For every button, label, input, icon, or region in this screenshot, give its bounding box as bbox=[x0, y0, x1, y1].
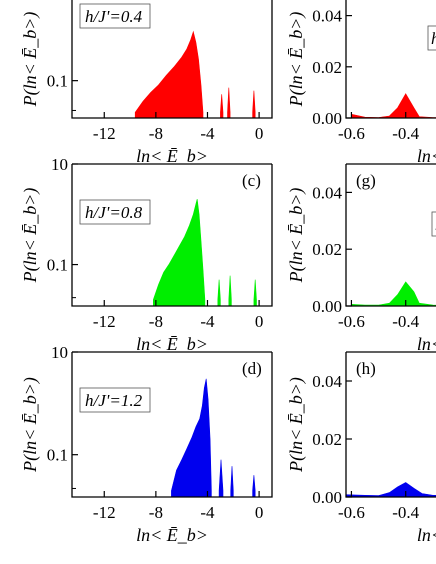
distribution-area-2 bbox=[220, 94, 224, 118]
annotation-box bbox=[79, 3, 151, 29]
data-layer bbox=[346, 482, 436, 497]
annotation-box bbox=[79, 199, 151, 225]
axes-frame bbox=[71, 352, 273, 498]
annotation-box bbox=[427, 25, 436, 51]
panel-1: -12 -8 -4 0 0.1 h/J'=0.4 ln< Ē_b> P(ln< Ē_b>) bbox=[20, 0, 273, 166]
data-layer bbox=[134, 30, 256, 118]
panel-6: -0.6 -0.4 0.04 0.02 0.00 (h) ln< P(ln< Ē_b>) bbox=[286, 351, 436, 545]
x-tick-label: -8 bbox=[149, 124, 163, 143]
panel-label: (d) bbox=[242, 359, 262, 378]
y-tick-label: 10 bbox=[51, 343, 68, 362]
y-axis-title: P(ln< Ē_b>) bbox=[286, 377, 307, 473]
data-layer bbox=[351, 281, 436, 306]
distribution-area-1 bbox=[171, 378, 212, 497]
annotation-text: h/J'=1.2 bbox=[85, 391, 143, 410]
y-tick-label: 0.04 bbox=[312, 7, 342, 26]
y-tick-label: 0.00 bbox=[312, 488, 342, 507]
distribution-area-1 bbox=[351, 281, 436, 306]
annotation-text: h bbox=[431, 29, 436, 48]
x-axis-title: ln< Ē_b> bbox=[136, 525, 208, 545]
x-axis-title: ln< bbox=[417, 146, 436, 166]
y-tick-label: 0.04 bbox=[312, 372, 342, 391]
y-tick-label: 0.1 bbox=[47, 256, 68, 275]
y-tick-label: 0.02 bbox=[312, 430, 342, 449]
x-tick-label: 0 bbox=[255, 312, 264, 331]
distribution-area-3 bbox=[230, 466, 234, 497]
data-layer bbox=[351, 93, 436, 118]
axes-frame bbox=[345, 0, 436, 119]
axes-frame bbox=[71, 0, 273, 119]
y-tick-label: 0.02 bbox=[312, 58, 342, 77]
y-tick-label: 0.00 bbox=[312, 109, 342, 128]
y-tick-label: 0.04 bbox=[312, 183, 342, 202]
axes-frame bbox=[71, 164, 273, 307]
panel-5: -0.6-0.40.040.020.00(g)hln<P(ln< Ē_b>) bbox=[286, 163, 436, 354]
panel-4: -0.6 -0.4 0.04 0.02 0.00 h ln< P(ln< Ē_b>) bbox=[286, 0, 436, 166]
x-tick-label: -0.6 bbox=[338, 312, 365, 331]
x-tick-label: 0 bbox=[255, 503, 264, 522]
x-tick-label: -12 bbox=[93, 503, 116, 522]
distribution-area-3 bbox=[228, 275, 232, 306]
y-axis-title: P(ln< Ē_b>) bbox=[20, 188, 41, 284]
distribution-area-4 bbox=[253, 279, 257, 306]
x-tick-label: -0.4 bbox=[392, 124, 419, 143]
y-tick-label: 0.00 bbox=[312, 297, 342, 316]
panel-label: (h) bbox=[356, 359, 376, 378]
panel-label: (g) bbox=[356, 171, 376, 190]
x-axis-title: ln< bbox=[417, 525, 436, 545]
x-tick-label: -12 bbox=[93, 124, 116, 143]
panel-3: -12 -8 -4 0 10 0.1 (d) h/J'=1.2 ln< Ē_b> P(ln< Ē_… bbox=[20, 343, 273, 545]
x-tick-label: -8 bbox=[149, 312, 163, 331]
data-layer bbox=[171, 378, 256, 497]
x-tick-label: -0.4 bbox=[392, 312, 419, 331]
distribution-area-2 bbox=[217, 279, 221, 306]
y-axis-title: P(ln< Ē_b>) bbox=[20, 377, 41, 473]
y-tick-label: 0.02 bbox=[312, 240, 342, 259]
y-axis-title: P(ln< Ē_b>) bbox=[20, 12, 41, 108]
x-tick-label: -4 bbox=[200, 124, 215, 143]
y-axis-title: P(ln< Ē_b>) bbox=[286, 188, 307, 284]
y-axis-title: P(ln< Ē_b>) bbox=[286, 12, 307, 108]
panel-label: (c) bbox=[242, 171, 261, 190]
data-layer bbox=[153, 199, 257, 306]
distribution-area-1 bbox=[351, 93, 436, 118]
annotation-box bbox=[79, 387, 151, 413]
annotation-box bbox=[431, 211, 436, 237]
x-axis-title: ln< Ē_b> bbox=[136, 334, 208, 354]
distribution-area-4 bbox=[252, 90, 256, 118]
x-tick-label: -4 bbox=[200, 312, 215, 331]
x-tick-label: -0.6 bbox=[338, 124, 365, 143]
annotation-text: h/J'=0.8 bbox=[85, 203, 143, 222]
distribution-area-1 bbox=[134, 30, 204, 118]
panel-2: -12 -8 -4 0 10 0.1 (c) h/J'=0.8 ln< Ē_b> P(ln< Ē_… bbox=[20, 155, 273, 354]
x-tick-label: -8 bbox=[149, 503, 163, 522]
y-tick-label: 0.1 bbox=[47, 72, 68, 91]
distribution-area-3 bbox=[227, 87, 231, 118]
distribution-area-1 bbox=[346, 482, 436, 497]
distribution-area-2 bbox=[218, 459, 224, 497]
x-axis-title: ln< Ē_b> bbox=[136, 146, 208, 166]
distribution-area-4 bbox=[252, 475, 256, 497]
x-tick-label: -4 bbox=[200, 503, 215, 522]
x-tick-label: -12 bbox=[93, 312, 116, 331]
x-tick-label: -0.6 bbox=[338, 503, 365, 522]
x-tick-label: 0 bbox=[255, 124, 264, 143]
distribution-area-1 bbox=[153, 199, 206, 306]
x-tick-label: -0.4 bbox=[392, 503, 419, 522]
y-tick-label: 10 bbox=[51, 155, 68, 174]
x-axis-title: ln< bbox=[417, 334, 436, 354]
annotation-text: h/J'=0.4 bbox=[85, 7, 143, 26]
y-tick-label: 0.1 bbox=[47, 446, 68, 465]
